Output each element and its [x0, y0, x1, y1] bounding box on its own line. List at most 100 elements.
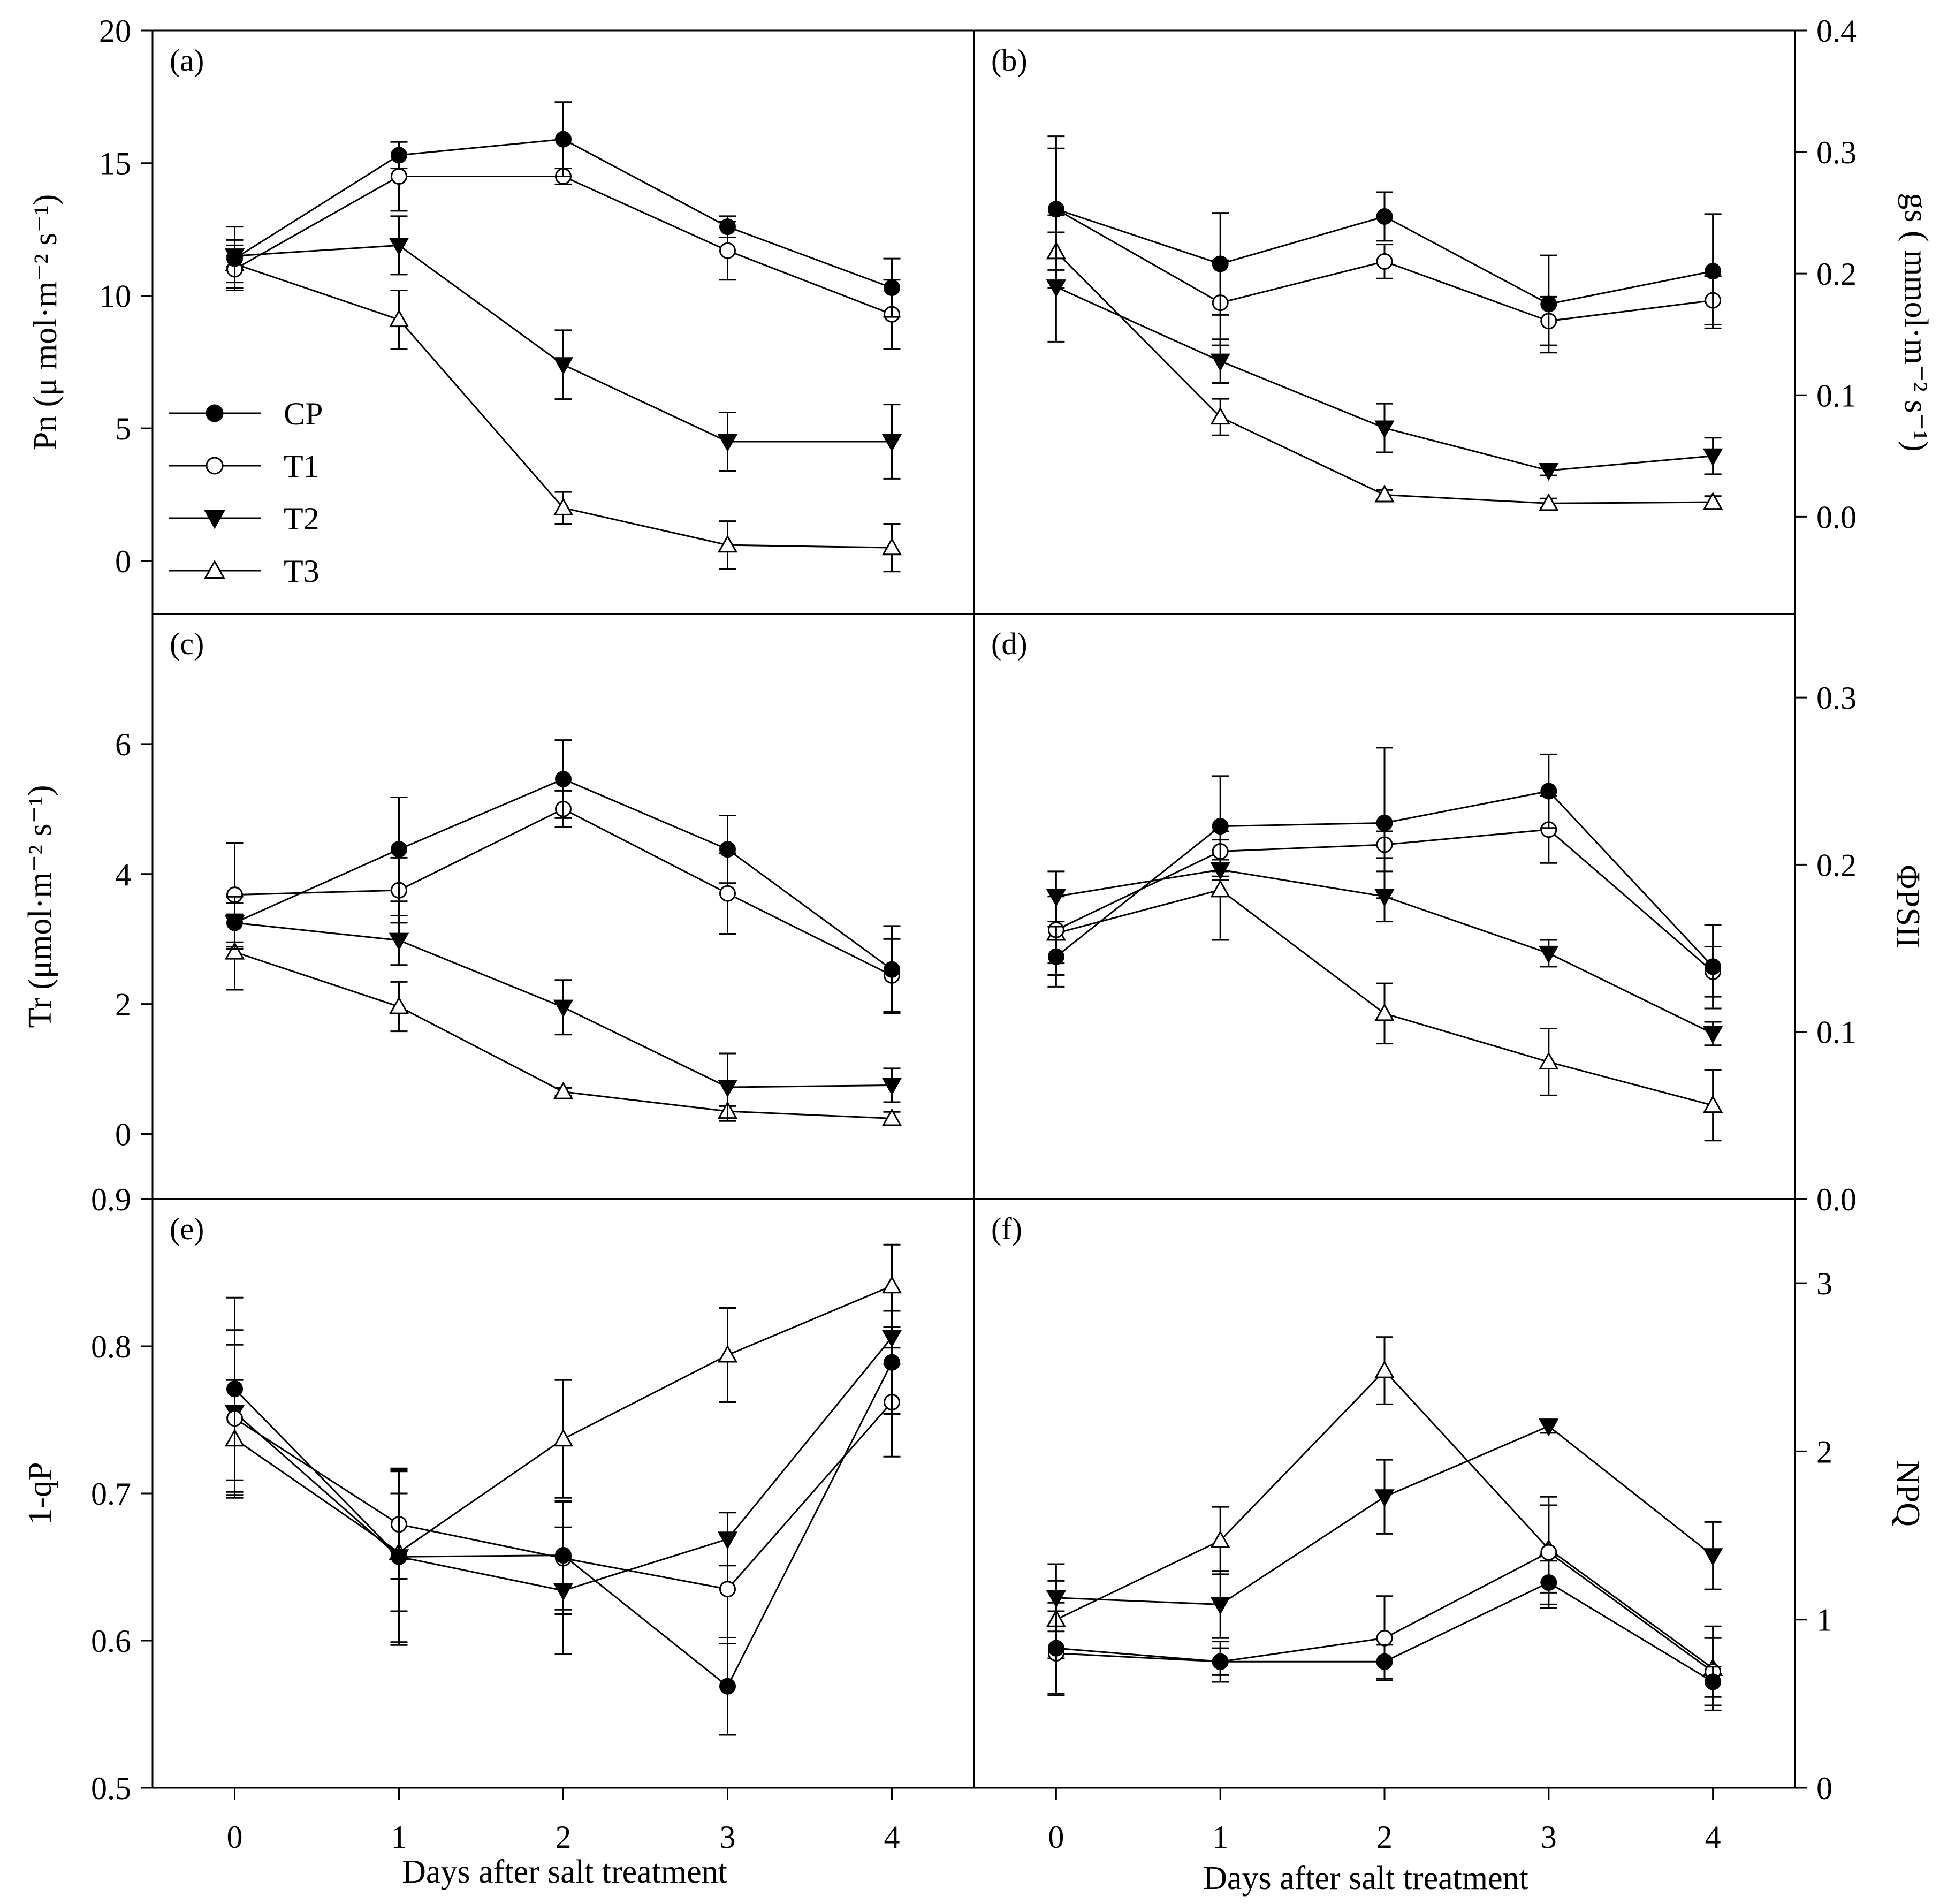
data-point-T2	[717, 434, 738, 452]
data-point-CP	[391, 147, 407, 164]
x-tick-label: 2	[1376, 1819, 1393, 1855]
panel-c: (c) 0 2 4 6 Tr (μmol·m⁻² s⁻¹)	[22, 626, 902, 1152]
data-point-T2	[1702, 448, 1723, 466]
x-tick-label: 0	[227, 1819, 243, 1855]
y-tick-label: 0.7	[91, 1476, 131, 1512]
y-tick-label: 0.2	[1816, 256, 1857, 292]
y-tick-label: 0.3	[1816, 135, 1857, 170]
data-point-T2	[1539, 1418, 1559, 1437]
data-point-T2	[389, 238, 409, 256]
y-tick-label: 10	[99, 278, 131, 314]
data-point-CP	[1047, 1640, 1064, 1657]
y-axis-title: ΦPSII	[1890, 865, 1926, 949]
series-T2	[1046, 231, 1723, 481]
data-point-T3	[1374, 1003, 1395, 1021]
data-point-CP	[1540, 295, 1557, 313]
y-tick-label: 0.1	[1816, 1015, 1857, 1050]
data-point-CP	[719, 1678, 736, 1695]
x-tick-label: 1	[1212, 1819, 1228, 1855]
data-point-CP	[1540, 783, 1557, 800]
data-point-T2	[717, 1080, 738, 1098]
data-point-T2	[1702, 1548, 1723, 1566]
data-point-T3	[553, 1429, 574, 1447]
y-axis-title: gs ( mmol·m⁻² s⁻¹)	[1898, 193, 1934, 451]
data-point-CP	[1376, 1653, 1393, 1670]
data-point-T2	[1539, 462, 1559, 481]
series-CP	[1047, 747, 1722, 1010]
data-point-T1	[1540, 1544, 1557, 1561]
data-point-CP	[226, 250, 243, 267]
legend-label: T2	[284, 501, 320, 536]
y-tick-label: 20	[99, 13, 131, 49]
data-point-T1	[1376, 253, 1393, 270]
data-point-T3	[553, 497, 574, 515]
x-tick-label: 2	[556, 1819, 572, 1855]
data-point-T2	[881, 434, 902, 452]
series-T2	[224, 215, 902, 480]
series-line-T1	[234, 808, 893, 976]
data-point-T1	[719, 885, 736, 902]
data-point-T1	[391, 168, 407, 185]
y-tick-label: 0.0	[1816, 1182, 1857, 1217]
data-point-CP	[555, 1547, 572, 1564]
data-point-CP	[391, 1548, 407, 1565]
data-point-T3	[389, 309, 409, 328]
y-tick-label: 0.9	[91, 1182, 131, 1217]
data-point-T2	[1210, 353, 1230, 371]
panel-label: (a)	[170, 43, 204, 78]
data-point-CP	[1212, 255, 1229, 272]
panel-e: (e) 0.5 0.6 0.7 0.8 0.9 0 1 2 3 4 1-qP	[22, 1182, 902, 1855]
data-point-CP	[1047, 948, 1064, 965]
data-point-CP	[555, 131, 572, 148]
data-point-T1	[1376, 1629, 1393, 1647]
series-T2	[1046, 1418, 1723, 1639]
data-point-T3	[1210, 406, 1230, 425]
data-point-T2	[1702, 1026, 1723, 1044]
data-point-T2	[389, 932, 409, 951]
data-point-T3	[1210, 1530, 1230, 1549]
y-tick-label: 0.2	[1816, 847, 1857, 883]
data-point-T3	[1210, 879, 1230, 898]
panel-label: (b)	[991, 43, 1028, 78]
y-tick-label: 0.8	[91, 1329, 131, 1364]
data-point-CP	[391, 841, 407, 858]
data-point-CP	[226, 1380, 243, 1398]
legend-label: T3	[284, 553, 320, 589]
y-tick-label: 6	[115, 727, 131, 762]
y-tick-label: 0.0	[1816, 499, 1857, 535]
panel-label: (f)	[991, 1211, 1022, 1246]
y-tick-label: 1	[1816, 1603, 1832, 1638]
data-point-CP	[226, 914, 243, 931]
data-point-CP	[1705, 1673, 1722, 1690]
y-axis-title: NPQ	[1890, 1460, 1926, 1527]
data-point-T3	[1539, 1051, 1559, 1069]
data-point-CP	[555, 770, 572, 787]
data-point-T2	[1210, 1597, 1230, 1615]
data-point-CP	[884, 279, 900, 297]
x-tick-label: 4	[884, 1819, 900, 1855]
legend-item-T1: T1	[169, 449, 320, 484]
data-point-T2	[1539, 945, 1559, 964]
data-point-T2	[553, 999, 574, 1018]
x-tick-label: 0	[1048, 1819, 1064, 1855]
data-point-T2	[881, 1078, 902, 1096]
data-point-T3	[389, 996, 409, 1014]
x-tick-label: 4	[1705, 1819, 1721, 1855]
legend: CP T1 T2 T3	[169, 396, 323, 589]
y-tick-label: 15	[99, 146, 131, 181]
data-point-T3	[881, 1108, 902, 1126]
y-tick-label: 0	[115, 1117, 131, 1152]
panel-label: (c)	[170, 626, 204, 661]
y-tick-label: 2	[115, 987, 131, 1022]
y-axis-title: Pn (μ mol·m⁻² s⁻¹)	[27, 194, 64, 451]
data-point-T3	[717, 535, 738, 553]
y-tick-label: 0.5	[91, 1771, 131, 1806]
y-tick-label: 0.3	[1816, 680, 1857, 716]
legend-marker	[204, 510, 225, 529]
data-point-T2	[1374, 1489, 1395, 1507]
data-point-T3	[881, 537, 902, 556]
data-point-T3	[1374, 484, 1395, 503]
legend-label: T1	[284, 449, 320, 484]
